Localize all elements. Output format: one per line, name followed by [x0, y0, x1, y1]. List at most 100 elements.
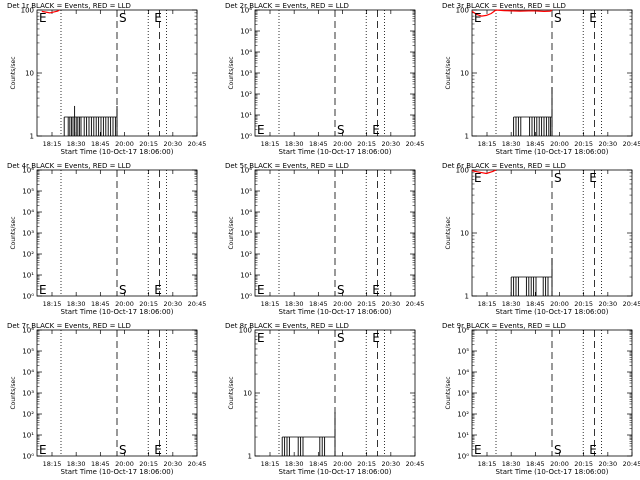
y-tick-label: 10 [243, 390, 252, 398]
chart-title: Det 1r BLACK = Events, RED = LLD [7, 2, 131, 10]
x-axis-label: Start Time (10-Oct-17 18:06:00) [279, 308, 392, 316]
x-tick-label: 18:30 [67, 460, 86, 468]
x-tick-label: 20:15 [357, 300, 376, 308]
end-marker: E [39, 11, 47, 25]
x-tick-label: 20:45 [623, 140, 640, 148]
x-tick-label: 18:15 [478, 300, 497, 308]
chart-panel-2: Det 2r BLACK = Events, RED = LLD 10⁰ 10¹ 10… [225, 2, 424, 156]
x-tick-label: 18:45 [526, 460, 545, 468]
chart-panel-1: Det 1r BLACK = Events, RED = LLD 1 10 100 18… [7, 2, 206, 156]
x-tick-label: 20:15 [357, 140, 376, 148]
x-tick-label: 18:30 [502, 300, 521, 308]
lld-line [41, 9, 60, 14]
x-axis-label: Start Time (10-Oct-17 18:06:00) [496, 468, 609, 476]
x-tick-label: 20:30 [381, 300, 400, 308]
y-axis-label: Counts/sec [228, 376, 235, 409]
x-tick-label: 20:45 [188, 140, 207, 148]
x-tick-label: 18:30 [285, 460, 304, 468]
y-tick-label: 10² [22, 411, 34, 419]
x-tick-label: 18:15 [478, 140, 497, 148]
y-tick-label: 10 [460, 230, 469, 238]
y-tick-label: 10⁰ [22, 453, 34, 461]
lld-line [471, 169, 497, 175]
x-axis-label: Start Time (10-Oct-17 18:06:00) [61, 468, 174, 476]
y-axis-label: Counts/sec [228, 216, 235, 249]
chart-title: Det 2r BLACK = Events, RED = LLD [225, 2, 349, 10]
end-marker: E [39, 443, 47, 457]
chart-panel-6: Det 6r BLACK = Events, RED = LLD 1 10 100 18… [442, 162, 640, 316]
chart-panel-4: Det 4r BLACK = Events, RED = LLD 10⁰ 10¹ 10… [7, 162, 206, 316]
x-tick-label: 20:15 [574, 460, 593, 468]
x-tick-label: 20:30 [598, 460, 617, 468]
chart-panel-3: Det 3r BLACK = Events, RED = LLD 1 10 100 18… [442, 2, 640, 156]
y-tick-label: 10³ [240, 70, 252, 78]
y-tick-label: 10¹ [22, 432, 34, 440]
chart-title: Det 6r BLACK = Events, RED = LLD [442, 162, 566, 170]
x-tick-label: 20:15 [574, 300, 593, 308]
x-tick-label: 18:30 [502, 140, 521, 148]
start-marker: S [337, 331, 345, 345]
y-tick-label: 10⁵ [457, 348, 469, 356]
x-tick-label: 18:30 [285, 300, 304, 308]
start-marker: S [554, 443, 562, 457]
y-tick-label: 10⁰ [240, 133, 252, 141]
x-tick-label: 20:30 [598, 140, 617, 148]
x-tick-label: 20:30 [381, 140, 400, 148]
end-marker: E [257, 123, 265, 137]
y-tick-label: 10¹ [240, 272, 252, 280]
y-tick-label: 10² [240, 251, 252, 259]
y-tick-label: 10³ [457, 390, 469, 398]
y-tick-label: 10⁶ [22, 327, 34, 335]
y-axis-label: Counts/sec [10, 376, 17, 409]
x-axis-label: Start Time (10-Oct-17 18:06:00) [279, 468, 392, 476]
y-tick-label: 10⁰ [457, 453, 469, 461]
y-tick-label: 10⁰ [22, 293, 34, 301]
x-tick-label: 20:00 [550, 140, 569, 148]
x-tick-label: 20:45 [188, 300, 207, 308]
y-tick-label: 10⁶ [457, 327, 469, 335]
y-tick-label: 10⁴ [22, 209, 34, 217]
start-marker: S [119, 11, 127, 25]
x-axis-label: Start Time (10-Oct-17 18:06:00) [61, 148, 174, 156]
start-marker: S [337, 283, 345, 297]
chart-panel-5: Det 5r BLACK = Events, RED = LLD 10⁰ 10¹ 10… [225, 162, 424, 316]
x-tick-label: 20:45 [406, 300, 425, 308]
y-tick-label: 10² [22, 251, 34, 259]
x-tick-label: 20:15 [139, 300, 158, 308]
chart-title: Det 7r BLACK = Events, RED = LLD [7, 322, 131, 330]
x-tick-label: 20:00 [115, 460, 134, 468]
start-marker: S [554, 11, 562, 25]
x-axis-label: Start Time (10-Oct-17 18:06:00) [496, 308, 609, 316]
x-tick-label: 18:30 [285, 140, 304, 148]
x-tick-label: 20:15 [139, 140, 158, 148]
end-marker: E [372, 331, 380, 345]
end-marker: E [474, 171, 482, 185]
y-tick-label: 10⁴ [240, 209, 252, 217]
end-marker: E [474, 443, 482, 457]
x-tick-label: 20:00 [333, 140, 352, 148]
y-tick-label: 10² [457, 411, 469, 419]
chart-title: Det 9r BLACK = Events, RED = LLD [442, 322, 566, 330]
x-tick-label: 18:15 [43, 300, 62, 308]
y-tick-label: 100 [456, 7, 469, 15]
x-tick-label: 18:30 [67, 300, 86, 308]
y-axis-label: Counts/sec [10, 56, 17, 89]
x-tick-label: 18:45 [526, 140, 545, 148]
x-tick-label: 20:15 [139, 460, 158, 468]
x-tick-label: 20:45 [623, 300, 640, 308]
end-marker: E [372, 283, 380, 297]
end-marker: E [589, 443, 597, 457]
y-tick-label: 10³ [22, 390, 34, 398]
x-tick-label: 20:45 [406, 140, 425, 148]
x-tick-label: 20:00 [550, 460, 569, 468]
y-tick-label: 10⁵ [240, 28, 252, 36]
y-tick-label: 10⁵ [22, 348, 34, 356]
x-axis-label: Start Time (10-Oct-17 18:06:00) [61, 308, 174, 316]
y-tick-label: 1 [465, 133, 469, 141]
chart-title: Det 3r BLACK = Events, RED = LLD [442, 2, 566, 10]
end-marker: E [589, 171, 597, 185]
x-tick-label: 20:30 [163, 300, 182, 308]
y-tick-label: 10¹ [240, 112, 252, 120]
x-tick-label: 20:30 [163, 460, 182, 468]
